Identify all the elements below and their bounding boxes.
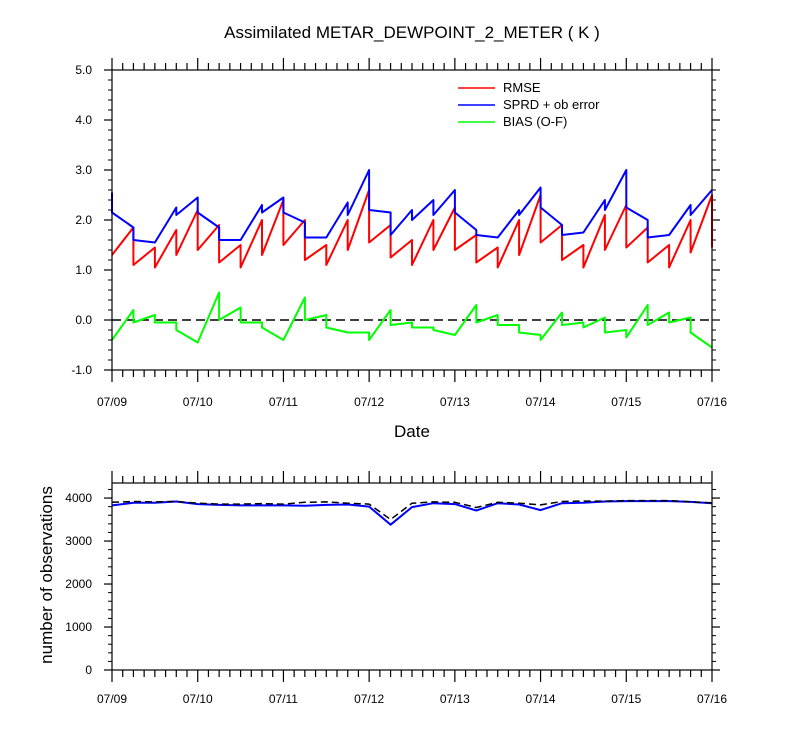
y-tick-label-2000: 2000 [65,577,92,591]
y-tick-label-2-0: 2.0 [75,213,92,227]
bottom-chart-x-tick-labels: 07/09 07/10 07/11 07/12 07/13 07/14 07/15 07/16 [97,692,727,706]
x-tick-label-07-16: 07/16 [697,692,727,706]
x-tick-label-07-12: 07/12 [354,692,384,706]
y-tick-label-1000: 1000 [65,620,92,634]
y-tick-label-4-0: 4.0 [75,113,92,127]
series-line-rmse [111,189,713,269]
bottom-chart-series [111,499,713,526]
x-tick-label-07-15: 07/15 [611,692,641,706]
y-tick-label-0-0: 0.0 [75,313,92,327]
x-tick-label-07-12: 07/12 [354,395,384,409]
y-tick-label-4000: 4000 [65,491,92,505]
x-tick-label-07-09: 07/09 [97,692,127,706]
top-plot-frame [111,69,713,371]
x-axis-title: Date [394,422,430,441]
series-line-observations-used [111,500,713,526]
top-chart-x-tick-labels: 07/09 07/10 07/11 07/12 07/13 07/14 07/15 07/16 [97,395,727,409]
legend-label-sprd: SPRD + ob error [503,97,600,112]
x-tick-label-07-15: 07/15 [611,395,641,409]
x-tick-label-07-13: 07/13 [440,692,470,706]
top-chart-y-tick-labels: -1.0 0.0 1.0 2.0 3.0 4.0 5.0 [71,63,92,377]
legend: RMSE SPRD + ob error BIAS (O-F) [458,80,600,129]
x-tick-label-07-11: 07/11 [269,692,298,706]
chart-title: Assimilated METAR_DEWPOINT_2_METER ( K ) [224,23,600,42]
x-tick-label-07-14: 07/14 [526,692,556,706]
legend-label-rmse: RMSE [503,80,541,95]
x-tick-label-07-11: 07/11 [269,395,298,409]
bottom-plot-frame [111,482,713,671]
bottom-chart-tick-marks [104,471,720,682]
top-chart-tick-marks [104,58,720,382]
x-tick-label-07-10: 07/10 [183,395,213,409]
y-tick-label-3-0: 3.0 [75,163,92,177]
legend-label-bias: BIAS (O-F) [503,114,567,129]
x-tick-label-07-16: 07/16 [697,395,727,409]
y-tick-label-5-0: 5.0 [75,63,92,77]
x-tick-label-07-14: 07/14 [526,395,556,409]
series-line-sprd-ob-error [111,169,713,244]
x-tick-label-07-09: 07/09 [97,395,127,409]
x-tick-label-07-10: 07/10 [183,692,213,706]
series-line-observations-possible [111,499,713,521]
y-tick-label-0: 0 [85,663,92,677]
y-tick-label-3000: 3000 [65,534,92,548]
y-axis-title-observations: number of observations [37,486,56,664]
y-tick-label-1-0: 1.0 [75,263,92,277]
x-tick-label-07-13: 07/13 [440,395,470,409]
series-line-bias-o-f [111,291,713,349]
bottom-chart-y-tick-labels: 0 1000 2000 3000 4000 [65,491,92,677]
top-chart-series [111,169,713,349]
y-tick-label-1-0: -1.0 [71,363,92,377]
